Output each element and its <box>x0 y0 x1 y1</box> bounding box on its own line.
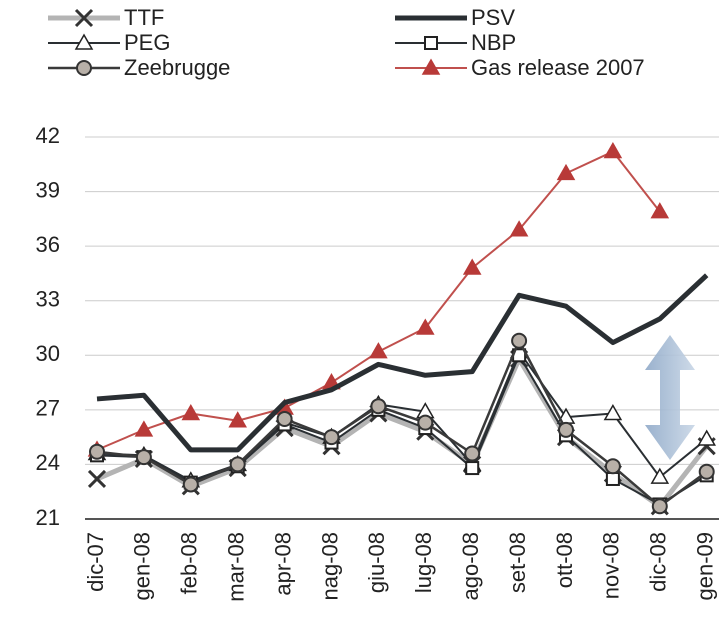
y-tick-label: 36 <box>36 232 60 257</box>
y-tick-label: 24 <box>36 450 60 475</box>
x-tick-label: set-08 <box>505 532 530 593</box>
data-point <box>87 469 107 489</box>
series-line <box>96 339 708 508</box>
x-tick-label: ago-08 <box>458 532 483 601</box>
y-tick-label: 21 <box>36 505 60 530</box>
data-point <box>556 163 576 181</box>
range-arrow <box>645 335 695 460</box>
data-point <box>369 342 388 359</box>
y-tick-label: 39 <box>36 177 60 202</box>
data-point <box>417 414 434 431</box>
data-point <box>323 429 340 446</box>
data-point <box>416 318 435 335</box>
x-tick-label: apr-08 <box>270 532 295 596</box>
x-tick-label: giu-08 <box>364 532 389 593</box>
y-tick-label: 33 <box>36 287 60 312</box>
legend-label: NBP <box>471 30 516 55</box>
x-tick-label: gen-09 <box>693 532 718 601</box>
legend-marker <box>74 33 94 50</box>
data-point <box>89 443 105 460</box>
data-point <box>182 476 199 493</box>
x-tick-label: dic-08 <box>646 532 671 592</box>
data-point <box>229 456 246 473</box>
legend-marker <box>76 60 92 76</box>
data-point <box>604 458 621 475</box>
data-point <box>650 202 670 219</box>
data-point <box>603 403 623 421</box>
data-point <box>462 258 482 275</box>
data-point <box>698 463 715 480</box>
legend-label: Gas release 2007 <box>471 55 645 80</box>
data-point <box>605 471 620 486</box>
legend-label: PSV <box>471 5 515 30</box>
x-tick-label: dic-07 <box>83 532 108 592</box>
data-point <box>134 420 154 437</box>
data-point <box>651 498 668 515</box>
data-point <box>511 332 528 349</box>
legend-marker <box>421 58 441 75</box>
data-point <box>465 461 480 476</box>
legend-label: Zeebrugge <box>124 55 230 80</box>
data-point <box>276 410 293 427</box>
data-point <box>650 467 670 484</box>
data-point <box>464 445 481 462</box>
x-tick-label: gen-08 <box>130 532 155 601</box>
data-point <box>181 403 201 421</box>
data-point <box>558 421 574 438</box>
legend-label: PEG <box>124 30 170 55</box>
y-tick-label: 27 <box>36 396 60 421</box>
x-tick-label: feb-08 <box>177 532 202 594</box>
y-tick-label: 42 <box>36 123 60 148</box>
series-line <box>96 273 709 453</box>
legend-marker <box>424 36 438 50</box>
data-point <box>135 449 152 466</box>
data-point <box>370 398 387 415</box>
series-line <box>96 350 708 482</box>
legend-label: TTF <box>124 5 164 30</box>
data-point <box>603 142 623 159</box>
data-point <box>697 429 716 446</box>
data-point <box>509 220 529 237</box>
data-point <box>228 411 247 428</box>
x-tick-label: mar-08 <box>224 532 249 602</box>
x-tick-label: lug-08 <box>411 532 436 593</box>
x-tick-label: ott-08 <box>552 532 577 588</box>
legend-marker <box>74 8 94 28</box>
y-tick-label: 30 <box>36 341 60 366</box>
x-tick-label: nag-08 <box>317 532 342 601</box>
x-tick-label: nov-08 <box>599 532 624 599</box>
